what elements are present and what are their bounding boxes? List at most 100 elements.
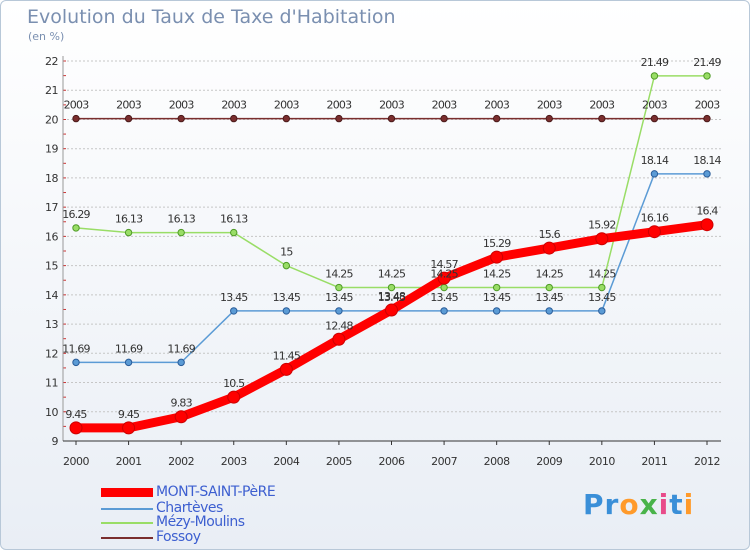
data-label-mezy-moulins: 16.13	[167, 213, 195, 226]
x-tick-label: 2005	[326, 455, 352, 468]
data-label-mezy-moulins: 16.13	[220, 213, 248, 226]
chart-title: Evolution du Taux de Taxe d'Habitation	[27, 6, 396, 28]
series-layer	[69, 72, 714, 435]
data-point-mezy-moulins	[282, 261, 291, 270]
data-label-mezy-moulins: 21.49	[693, 56, 721, 69]
data-label-fossoy: 2003	[379, 99, 405, 112]
x-tick-label: 2008	[484, 455, 510, 468]
data-point-mont-saint-pere	[122, 421, 136, 435]
data-point-charteves	[598, 307, 606, 315]
data-label-mezy-moulins: 14.25	[483, 268, 511, 281]
data-label-charteves: 11.69	[167, 342, 195, 355]
y-tick-label: 9	[52, 435, 59, 448]
data-point-mezy-moulins	[72, 224, 80, 232]
data-point-mont-saint-pere	[385, 303, 398, 317]
legend-label-mont-saint-pere: MONT-SAINT-PèRE	[156, 484, 276, 500]
data-label-charteves: 13.45	[536, 291, 564, 304]
data-label-mezy-moulins: 14.25	[430, 268, 458, 281]
x-tick-label: 2009	[536, 455, 562, 468]
data-label-fossoy: 2003	[274, 99, 300, 112]
data-point-fossoy	[282, 114, 291, 123]
y-tick-label: 16	[45, 230, 58, 243]
y-tick-label: 12	[45, 347, 58, 360]
y-tick-label: 19	[45, 143, 58, 156]
x-tick-label: 2012	[694, 455, 720, 468]
y-tick-label: 22	[45, 55, 58, 68]
data-point-fossoy	[492, 114, 501, 123]
data-label-charteves: 13.45	[220, 291, 248, 304]
data-label-charteves: 13.45	[588, 291, 616, 304]
x-tick-label: 2006	[379, 455, 405, 468]
data-label-mezy-moulins: 14.25	[536, 268, 564, 281]
x-tick-label: 2002	[168, 455, 194, 468]
data-label-fossoy: 2003	[537, 99, 563, 112]
data-label-mont-saint-pere: 16.4	[696, 205, 718, 218]
chart-subtitle: (en %)	[28, 30, 65, 43]
data-label-charteves: 13.45	[430, 291, 458, 304]
data-point-charteves	[124, 358, 133, 367]
data-label-charteves: 18.14	[641, 154, 669, 167]
data-point-mont-saint-pere	[647, 225, 661, 239]
data-label-mezy-moulins: 16.13	[115, 213, 143, 226]
data-label-fossoy: 2003	[327, 99, 353, 112]
data-point-mezy-moulins	[440, 283, 448, 292]
data-point-fossoy	[177, 114, 185, 123]
data-point-mezy-moulins	[598, 283, 606, 292]
data-label-mont-saint-pere: 16.16	[641, 212, 669, 225]
y-tick-label: 15	[45, 260, 58, 273]
legend-swatch-mont-saint-pere	[101, 488, 153, 497]
data-label-mezy-moulins: 14.25	[588, 268, 616, 281]
data-point-mezy-moulins	[492, 283, 501, 292]
data-label-charteves: 11.69	[115, 342, 143, 355]
y-tick-label: 13	[45, 318, 58, 331]
data-label-mezy-moulins: 21.49	[641, 56, 669, 69]
y-tick-label: 17	[45, 201, 58, 214]
data-label-layer: 2003 2003 2003 2003 2003 2003 2003 2003 2003 2003…	[62, 56, 722, 421]
legend-label-fossoy: Fossoy	[156, 529, 201, 545]
data-label-fossoy: 2003	[589, 99, 615, 112]
legend-item-mezy-moulins: Mézy-Moulins	[101, 514, 341, 531]
legend-label-mezy-moulins: Mézy-Moulins	[156, 514, 245, 530]
data-label-mont-saint-pere: 9.45	[118, 408, 140, 421]
data-point-fossoy	[230, 114, 238, 123]
data-label-fossoy: 2003	[116, 99, 142, 112]
data-label-fossoy: 2003	[169, 99, 195, 112]
data-label-charteves: 13.45	[483, 291, 511, 304]
data-point-mezy-moulins	[230, 228, 238, 237]
data-label-mezy-moulins: 14.25	[378, 268, 406, 281]
data-point-mezy-moulins	[703, 72, 711, 80]
data-point-mont-saint-pere	[69, 421, 83, 435]
data-point-charteves	[282, 307, 291, 315]
y-tick-label: 21	[45, 84, 58, 97]
legend-item-charteves: Chartèves	[101, 500, 341, 517]
data-label-charteves: 13.45	[378, 291, 406, 304]
data-label-charteves: 18.14	[693, 154, 721, 167]
data-point-charteves	[177, 358, 185, 367]
data-point-charteves	[335, 307, 343, 315]
data-label-fossoy: 2003	[432, 99, 458, 112]
data-label-mont-saint-pere: 14.57	[430, 258, 458, 271]
data-point-mezy-moulins	[650, 72, 659, 80]
data-point-charteves	[72, 358, 80, 367]
data-point-charteves	[545, 307, 553, 315]
data-point-charteves	[230, 307, 238, 315]
data-point-mezy-moulins	[545, 283, 553, 292]
data-point-mezy-moulins	[335, 283, 343, 292]
data-point-mont-saint-pere	[227, 390, 241, 404]
x-tick-label: 2000	[63, 455, 89, 468]
data-point-fossoy	[703, 114, 711, 123]
data-point-fossoy	[545, 114, 553, 123]
legend-label-charteves: Chartèves	[156, 500, 223, 516]
data-point-fossoy	[440, 114, 448, 123]
legend-swatch-fossoy	[101, 537, 153, 539]
data-point-charteves	[492, 307, 501, 315]
x-tick-label: 2010	[589, 455, 615, 468]
y-tick-label: 20	[45, 113, 58, 126]
data-label-charteves: 13.45	[273, 291, 301, 304]
data-point-mont-saint-pere	[174, 410, 188, 424]
data-label-mezy-moulins: 16.29	[62, 208, 90, 221]
x-tick-label: 2001	[116, 455, 142, 468]
data-point-mont-saint-pere	[542, 241, 556, 255]
legend-swatch-mezy-moulins	[101, 522, 153, 524]
